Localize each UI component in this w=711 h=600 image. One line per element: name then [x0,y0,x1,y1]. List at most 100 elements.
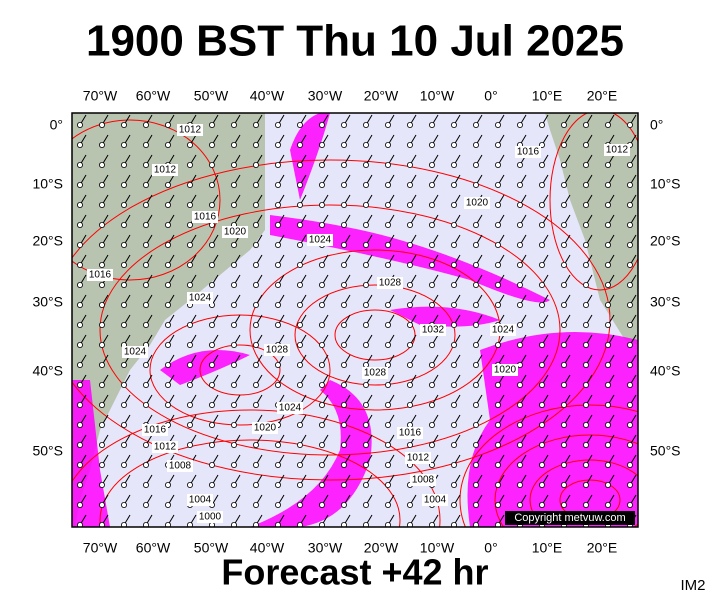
station [208,361,215,368]
station [561,281,568,288]
isobar-label: 1016 [517,147,540,158]
station [252,361,259,368]
station [142,401,149,408]
station [340,401,347,408]
station [539,122,546,129]
station [384,381,391,388]
station [384,501,391,508]
station [164,381,171,388]
station [605,421,612,428]
station [340,281,347,288]
station [186,321,193,328]
longitude-label-top: 60°W [136,88,171,104]
station [99,481,106,488]
isobar-label-box [515,146,541,158]
station [340,381,347,388]
station [296,341,303,348]
station [583,141,590,148]
station [627,361,634,368]
latitude-label-left: 0° [50,117,63,133]
longitude-label-bottom: 10°E [532,540,563,556]
station [561,501,568,508]
title: 1900 BST Thu 10 Jul 2025 [86,17,624,66]
station [230,301,237,308]
station [77,361,84,368]
station [627,161,634,168]
station [494,301,501,308]
station [406,501,413,508]
station [164,501,171,508]
station [208,321,215,328]
isobar-label: 1028 [364,368,387,379]
station [539,501,546,508]
station [583,281,590,288]
station [539,341,546,348]
station [517,241,524,248]
station [186,161,193,168]
station [253,522,259,527]
station [121,261,128,268]
latitude-label-left: 10°S [32,176,63,192]
station [121,461,128,468]
station [252,201,259,208]
station [340,161,347,168]
station [583,181,590,188]
station [627,122,634,129]
station [539,181,546,188]
station [428,122,435,129]
station [517,321,524,328]
station [99,401,106,408]
isobar-label-box [277,402,303,414]
station [362,341,369,348]
station [274,501,281,508]
africa [545,113,638,345]
station [318,381,325,388]
station [186,201,193,208]
station [583,201,590,208]
longitude-label-bottom: 30°W [308,540,343,556]
isobar-label-box [405,452,431,464]
station [121,501,128,508]
station [142,281,149,288]
station [208,241,215,248]
station [296,441,303,448]
station [252,481,259,488]
longitude-label-top: 10°E [532,88,563,104]
isobar-label: 1012 [179,125,202,136]
station [99,181,106,188]
station [561,122,568,129]
station [142,122,149,129]
isobar-label-box [464,197,490,209]
station [428,261,435,268]
station [517,341,524,348]
station [583,321,590,328]
station [450,161,457,168]
station [230,261,237,268]
station [517,181,524,188]
station [252,281,259,288]
station [517,301,524,308]
station [164,201,171,208]
station [252,161,259,168]
station [428,301,435,308]
station [252,181,259,188]
station [517,421,524,428]
station [297,522,303,527]
station [605,181,612,188]
station [142,361,149,368]
station [99,201,106,208]
station [186,441,193,448]
station [384,321,391,328]
latitude-label-right: 30°S [650,294,681,310]
station [318,401,325,408]
isobar-label-box [604,144,630,156]
station [186,241,193,248]
longitude-label-top: 50°W [194,88,229,104]
isobar-label: 1024 [492,325,515,336]
latitude-label-right: 20°S [650,233,681,249]
station [186,481,193,488]
station [384,122,391,129]
station [230,501,237,508]
station [472,181,479,188]
station [517,201,524,208]
